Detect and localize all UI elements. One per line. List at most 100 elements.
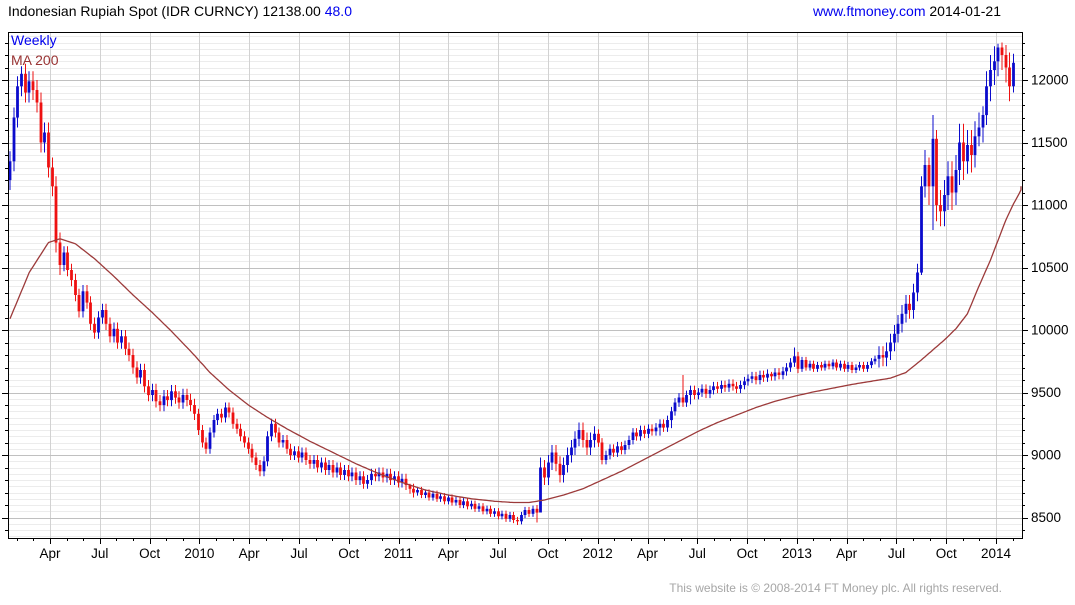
candle [920,186,923,273]
candle [750,376,754,379]
candle [177,397,181,403]
candle [412,488,415,493]
candle [604,455,608,460]
candle [839,363,842,368]
candle [24,73,27,93]
candle [235,423,239,429]
x-axis-label: Oct [936,546,957,561]
candle [62,252,66,265]
y-axis-label: 9000 [1031,448,1061,463]
candle [950,176,954,193]
candle [589,440,592,448]
candle [12,117,16,162]
x-axis-label: Jul [290,546,307,561]
candle [247,442,250,449]
candle [170,391,173,401]
candle [470,503,473,507]
candle [293,451,296,456]
candle [916,272,919,293]
candle [166,396,169,401]
candle [1000,47,1004,55]
candle [904,303,908,314]
candle [174,391,177,398]
header-right: www.ftmoney.com 2014-01-21 [813,3,1001,19]
candle [820,365,823,368]
candle [781,371,785,376]
candle [85,291,89,303]
candle [562,465,565,475]
candle [277,432,281,443]
ftmoney-link[interactable]: www.ftmoney.com [812,3,926,19]
candle [224,407,227,418]
y-axis-label: 11000 [1031,198,1068,213]
candle [989,70,992,87]
candle [424,492,427,495]
x-axis-label: 2013 [782,546,812,561]
candle [104,310,108,324]
candle [854,367,858,370]
candle [873,358,877,362]
candle [1008,67,1011,87]
candle [689,390,692,395]
candle [681,397,685,403]
candle [958,142,961,170]
candle [93,323,96,333]
candle [400,478,404,483]
candle [466,501,469,507]
candle [977,127,981,137]
candle [27,81,31,93]
candle [58,242,62,265]
candle [996,47,1000,62]
candle [431,493,435,498]
legend-weekly: Weekly [11,32,57,48]
candle [366,480,369,484]
candle [731,383,735,387]
candle [39,102,43,143]
candle [216,413,219,421]
candle [608,448,612,456]
candle [420,490,423,495]
candle [662,423,665,428]
candle [1004,55,1008,68]
candle [97,317,100,333]
x-axis-label: Oct [537,546,558,561]
candle [597,433,600,443]
candle [785,367,788,372]
candle [204,442,208,449]
candle [481,506,485,512]
candle [808,363,812,368]
candle [631,432,635,440]
candle [993,61,996,71]
candle [243,436,246,443]
candle [516,520,519,522]
candle [547,462,550,478]
candle [250,448,254,458]
candle [497,511,500,517]
y-axis-label: 9500 [1031,385,1061,400]
candle [654,427,658,432]
candle [504,513,508,519]
candle [773,372,777,377]
candle [739,385,742,389]
candle [397,476,400,483]
candle [658,423,662,428]
candle [258,465,262,472]
quote-date: 2014-01-21 [929,3,1001,19]
candle [650,428,654,432]
candle [704,388,708,394]
candle [966,145,969,162]
candle [693,390,696,395]
candle [889,342,892,352]
candle [485,508,489,512]
candle [770,373,773,377]
candle [151,390,154,395]
candle [708,390,712,394]
candle [185,395,189,400]
candle [743,381,746,386]
candle [239,428,242,437]
candle [385,473,389,478]
candle [135,367,139,378]
candle [512,515,515,520]
y-axis-label: 10000 [1031,323,1069,338]
